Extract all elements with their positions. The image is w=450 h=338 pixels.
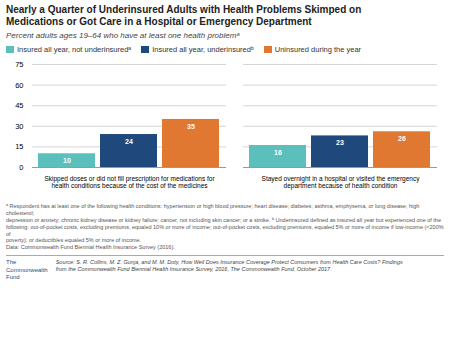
svg-text:Stayed overnight in a hospital: Stayed overnight in a hospital or visite… (262, 175, 421, 190)
svg-text:10: 10 (63, 157, 71, 164)
html-text:Nearly a Quarter of Underinsur: Nearly a Quarter of Underinsured Adults … (6, 4, 362, 27)
svg-text:Skipped doses or did not fill: Skipped doses or did not fill prescripti… (44, 175, 215, 189)
svg-text:30: 30 (15, 122, 23, 131)
svg-text:26: 26 (398, 135, 406, 142)
html-text:Insured all year, underinsured: Insured all year, underinsuredᵇ (152, 45, 254, 54)
html-text:Insured all year, not underins: Insured all year, not underinsuredᵃ (17, 45, 132, 54)
svg-text:0: 0 (19, 163, 23, 172)
svg-text:75: 75 (15, 60, 23, 69)
html-text:The Commonwealth Fund: The Commonwealth Fund (6, 259, 48, 281)
svg-text:24: 24 (125, 138, 133, 145)
html-text:ᵃ Respondent has at least one: ᵃ Respondent has at least one of the fol… (6, 203, 444, 251)
html-text:Percent adults ages 19–64 who: Percent adults ages 19–64 who have at le… (6, 31, 240, 40)
svg-text:16: 16 (274, 149, 282, 156)
html-text:Source: S. R. Collins, M. Z. G: Source: S. R. Collins, M. Z. Gunja, and … (55, 259, 403, 272)
svg-text:35: 35 (187, 123, 195, 130)
html-text:Uninsured during the year: Uninsured during the year (274, 45, 362, 54)
svg-text:45: 45 (15, 101, 23, 110)
svg-text:60: 60 (15, 81, 23, 90)
svg-text:23: 23 (336, 139, 344, 146)
svg-text:15: 15 (15, 142, 23, 151)
